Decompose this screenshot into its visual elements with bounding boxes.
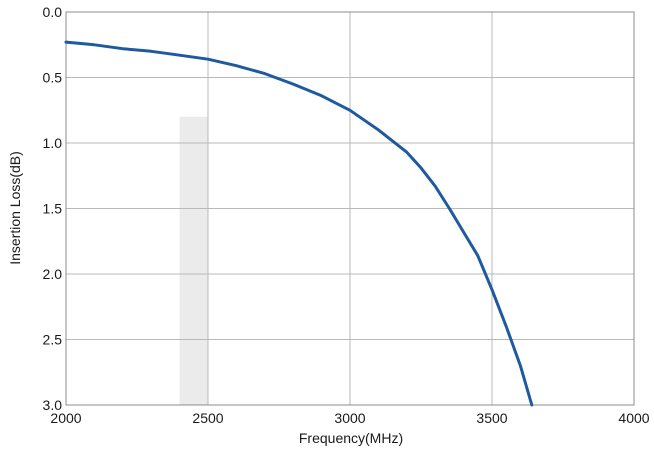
y-tick-label-5: 2.5 xyxy=(43,332,63,348)
y-tick-label-3: 1.5 xyxy=(43,201,63,217)
y-tick-labels: 0.0 0.5 1.0 1.5 2.0 2.5 3.0 xyxy=(43,4,63,413)
x-tick-label-3: 3500 xyxy=(476,410,507,426)
grid-layer xyxy=(66,12,634,405)
y-tick-label-4: 2.0 xyxy=(43,266,63,282)
x-tick-labels: 2000 2500 3000 3500 4000 xyxy=(50,410,649,426)
x-tick-label-2: 3000 xyxy=(334,410,365,426)
highlight-band xyxy=(179,116,208,406)
x-axis-label: Frequency(MHz) xyxy=(299,430,403,446)
y-axis-label: Insertion Loss(dB) xyxy=(7,151,23,265)
y-tick-label-6: 3.0 xyxy=(43,397,63,413)
highlight-band-layer xyxy=(179,116,208,406)
plot-frame xyxy=(65,11,635,406)
x-tick-label-1: 2500 xyxy=(192,410,223,426)
x-tick-label-4: 4000 xyxy=(618,410,649,426)
series-line-0 xyxy=(64,40,534,407)
y-tick-label-1: 0.5 xyxy=(43,70,63,86)
y-tick-label-0: 0.0 xyxy=(43,4,63,20)
x-tick-label-0: 2000 xyxy=(50,410,81,426)
y-tick-label-2: 1.0 xyxy=(43,135,63,151)
series-layer xyxy=(64,40,534,407)
